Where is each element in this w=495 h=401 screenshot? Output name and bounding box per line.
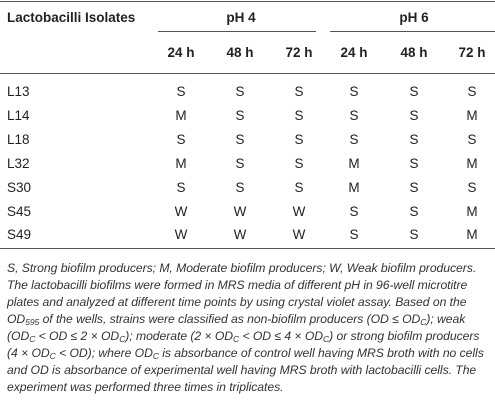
value-cell: S [409,180,419,195]
isolates-column-header: Lactobacilli Isolates [7,10,136,25]
value-cell: S [467,84,477,99]
value-cell: S [294,108,304,123]
value-cell: S [176,84,186,99]
ph6-group-rule [330,31,495,32]
value-cell: S [349,227,359,242]
value-cell: S [349,108,359,123]
value-cell: S [176,132,186,147]
time-header-ph6-72h: 72 h [458,45,486,60]
value-cell: S [409,204,419,219]
value-cell: W [233,204,247,219]
value-cell: W [174,204,188,219]
value-cell: M [175,108,187,123]
value-cell: S [409,132,419,147]
value-cell: S [349,204,359,219]
value-cell: M [466,108,478,123]
value-cell: S [235,180,245,195]
value-cell: S [176,180,186,195]
value-cell: M [466,227,478,242]
value-cell: S [349,84,359,99]
group-header-ph4: pH 4 [226,10,256,25]
time-header-ph6-24h: 24 h [340,45,368,60]
value-cell: M [466,156,478,171]
time-header-ph6-48h: 48 h [400,45,428,60]
value-cell: S [235,132,245,147]
value-cell: S [409,84,419,99]
value-cell: S [235,156,245,171]
isolate-cell: L13 [7,84,30,99]
value-cell: S [409,156,419,171]
value-cell: M [466,204,478,219]
time-header-ph4-48h: 48 h [226,45,254,60]
footnote-legend: S, Strong biofilm producers; M, Moderate… [7,261,477,275]
table-bottom-rule [0,248,495,249]
value-cell: S [294,156,304,171]
isolate-cell: S49 [7,227,32,242]
time-header-ph4-24h: 24 h [167,45,195,60]
value-cell: S [349,132,359,147]
table-top-rule [0,1,495,2]
ph4-group-rule [158,31,316,32]
footnote-description: The lactobacilli biofilms were formed in… [7,278,484,394]
isolate-cell: L18 [7,132,30,147]
value-cell: S [409,227,419,242]
value-cell: M [175,156,187,171]
value-cell: M [348,180,360,195]
value-cell: S [294,84,304,99]
value-cell: S [409,108,419,123]
value-cell: S [235,108,245,123]
isolate-cell: L14 [7,108,30,123]
isolate-cell: L32 [7,156,30,171]
table-footnote: S, Strong biofilm producers; M, Moderate… [7,260,491,396]
value-cell: S [235,84,245,99]
value-cell: S [467,132,477,147]
value-cell: S [467,180,477,195]
value-cell: W [233,227,247,242]
value-cell: W [174,227,188,242]
value-cell: S [294,180,304,195]
value-cell: M [348,156,360,171]
value-cell: W [292,204,306,219]
header-bottom-rule [0,73,495,74]
value-cell: S [294,132,304,147]
isolate-cell: S30 [7,180,32,195]
isolate-cell: S45 [7,204,32,219]
group-header-ph6: pH 6 [399,10,429,25]
value-cell: W [292,227,306,242]
time-header-ph4-72h: 72 h [285,45,313,60]
